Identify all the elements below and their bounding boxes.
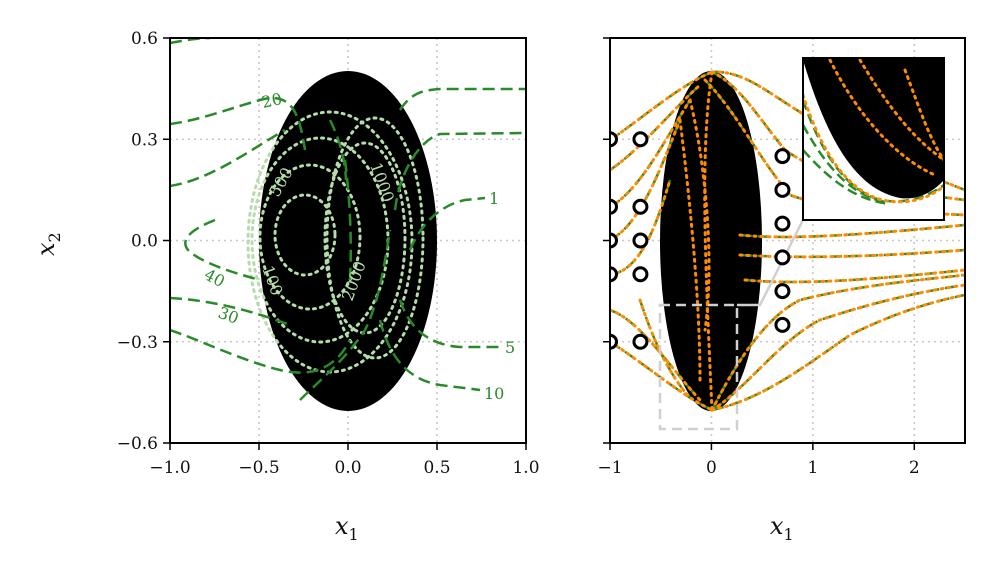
right-panel: −1 0 1 2 x1 xyxy=(597,37,966,544)
left-x-axis-label-base: x xyxy=(335,512,349,540)
x-tick-label: 0 xyxy=(706,458,717,478)
x-tick-label: 2 xyxy=(909,458,920,478)
y-tick-label: 0.0 xyxy=(131,232,158,252)
left-y-axis-label: x2 xyxy=(32,232,64,256)
marker xyxy=(774,215,791,232)
right-x-axis-label-sub: 1 xyxy=(784,525,794,544)
contour-label: 20 xyxy=(260,89,284,112)
outer-contours xyxy=(170,38,526,401)
marker xyxy=(774,316,791,333)
left-x-axis-label: x1 xyxy=(335,512,359,544)
inset-streamlines xyxy=(803,58,944,206)
contour-line xyxy=(170,96,307,151)
marker xyxy=(632,333,649,350)
x-tick-label: −0.5 xyxy=(238,458,279,478)
left-y-axis-label-sub: 2 xyxy=(45,232,64,242)
marker xyxy=(774,249,791,266)
marker xyxy=(610,333,618,350)
contour-line xyxy=(408,196,486,251)
inset-stream-green xyxy=(803,149,891,206)
inner-contour xyxy=(325,116,425,360)
inset-stream-orange xyxy=(828,58,937,177)
left-panel: 20 1 40 30 5 10 500 1000 100 2000 −1.0 −0… xyxy=(32,29,540,544)
stream-dotted xyxy=(610,308,702,402)
contour-label: 40 xyxy=(201,265,228,291)
contour-label: 1 xyxy=(489,189,499,208)
y-tick-label: −0.3 xyxy=(117,333,158,353)
x-tick-label: 1.0 xyxy=(512,458,539,478)
y-tick-label: −0.6 xyxy=(117,434,158,454)
contour-line xyxy=(170,296,291,327)
inner-contour xyxy=(323,141,407,335)
marker xyxy=(632,266,649,283)
contour-line xyxy=(184,218,261,282)
x-tick-label: 0.0 xyxy=(334,458,361,478)
contour-line xyxy=(398,299,500,349)
y-tick-label: 0.6 xyxy=(131,29,158,49)
contour-label: 10 xyxy=(484,384,504,403)
contour-label: 5 xyxy=(505,338,515,357)
stream-dotted xyxy=(710,273,965,412)
x-tick-label: 1 xyxy=(807,458,818,478)
left-plot-area: 20 1 40 30 5 10 500 1000 100 2000 xyxy=(170,38,526,411)
x-tick-label: −1.0 xyxy=(149,458,190,478)
contour-label: 30 xyxy=(216,303,242,328)
contour-line xyxy=(328,119,348,181)
marker xyxy=(610,266,618,283)
stream-dotted xyxy=(610,70,714,142)
zoom-connector xyxy=(737,219,805,307)
right-x-axis-label-base: x xyxy=(770,512,784,540)
stream-dotted xyxy=(743,268,965,284)
left-ellipse xyxy=(259,71,437,411)
right-plot-area xyxy=(610,70,965,431)
inset-plot-area xyxy=(803,58,944,206)
stream-dotted xyxy=(703,70,714,412)
contour-line xyxy=(299,229,392,401)
stream-dotted xyxy=(738,223,965,239)
left-x-axis-label-sub: 1 xyxy=(349,525,359,544)
right-x-axis-label: x1 xyxy=(770,512,794,544)
inset-stream-orange xyxy=(903,68,944,162)
stream-dotted xyxy=(710,283,965,412)
stream-dotted xyxy=(738,248,965,259)
marker xyxy=(774,148,791,165)
y-tick-label: 0.3 xyxy=(131,130,158,150)
x-tick-label: −1 xyxy=(597,458,622,478)
marker xyxy=(632,198,649,215)
markers xyxy=(610,131,791,350)
contour-line xyxy=(378,319,481,392)
left-ticks: −1.0 −0.5 0.0 0.5 1.0 0.6 0.3 0.0 −0.3 −0.6 xyxy=(117,29,540,478)
contour-line xyxy=(343,159,353,281)
contour-line xyxy=(393,131,526,211)
inset-frame xyxy=(802,57,945,221)
marker xyxy=(774,181,791,198)
marker xyxy=(610,198,618,215)
stream-dotted xyxy=(638,298,692,400)
contour-line xyxy=(170,328,352,374)
inset-stream-green xyxy=(803,124,886,204)
inset-stream-orange xyxy=(858,58,944,162)
marker xyxy=(632,131,649,148)
stream-dotted xyxy=(610,98,692,209)
marker xyxy=(610,131,618,148)
stream-dotted xyxy=(610,83,702,172)
right-ticks: −1 0 1 2 xyxy=(597,37,920,478)
stream-dotted xyxy=(710,293,965,412)
contour-line xyxy=(398,87,526,111)
zoom-box xyxy=(658,303,739,431)
contour-line xyxy=(170,128,286,188)
stream-dotted xyxy=(688,98,711,332)
left-y-axis-label-base: x xyxy=(32,242,60,256)
inner-contour xyxy=(273,193,337,277)
inset xyxy=(802,57,945,221)
inset-ellipse-segment xyxy=(803,58,944,199)
marker xyxy=(632,232,649,249)
inset-stream-orange xyxy=(803,93,944,204)
stream-dotted xyxy=(610,118,682,242)
marker xyxy=(774,283,791,300)
marker xyxy=(610,232,618,249)
x-tick-label: 0.5 xyxy=(423,458,450,478)
inner-contour xyxy=(258,163,362,311)
